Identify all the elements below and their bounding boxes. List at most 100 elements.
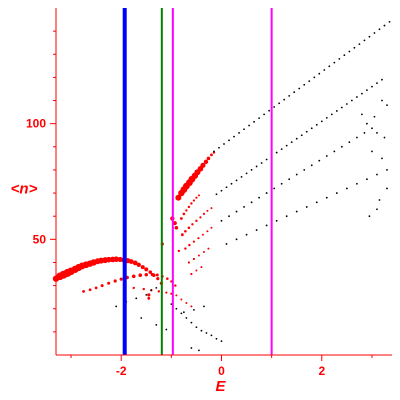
black-data-point (373, 32, 376, 34)
black-data-point (295, 173, 298, 176)
red-data-point (105, 256, 112, 263)
red-data-point (174, 284, 177, 287)
black-data-point (333, 61, 336, 64)
red-data-point (184, 229, 187, 233)
black-data-point (248, 124, 250, 127)
black-data-point (345, 103, 348, 105)
black-data-point (313, 76, 316, 79)
black-data-point (348, 141, 351, 144)
red-data-point (197, 194, 200, 197)
black-data-point (376, 132, 378, 134)
red-data-point (197, 254, 200, 257)
red-data-point (187, 261, 190, 264)
red-points-group (52, 151, 216, 308)
red-data-point (197, 237, 200, 240)
black-data-point (356, 182, 358, 185)
black-data-point (220, 219, 223, 222)
black-data-point (386, 187, 388, 190)
black-data-point (305, 206, 308, 208)
black-data-point (318, 159, 321, 162)
black-data-point (250, 169, 253, 171)
black-data-point (298, 87, 301, 90)
black-data-point (140, 317, 143, 319)
black-data-point (203, 305, 205, 308)
black-data-point (155, 287, 158, 289)
black-data-point (345, 187, 348, 190)
red-data-point (184, 247, 187, 250)
black-data-point (381, 99, 383, 102)
red-data-point (210, 226, 213, 229)
black-data-point (235, 238, 238, 241)
red-data-point (132, 260, 138, 266)
red-data-point (207, 247, 210, 250)
black-data-point (228, 139, 230, 142)
black-data-point (265, 192, 268, 194)
black-data-point (205, 332, 208, 334)
black-data-point (265, 224, 268, 227)
black-data-point (368, 35, 371, 38)
black-data-point (371, 150, 373, 153)
red-data-point (113, 256, 119, 263)
black-data-point (115, 305, 118, 308)
black-data-point (265, 158, 268, 161)
red-data-point (148, 270, 153, 274)
black-data-point (381, 78, 383, 81)
black-data-point (285, 215, 288, 218)
black-data-point (198, 349, 200, 352)
black-data-point (165, 328, 168, 331)
black-data-point (243, 206, 245, 208)
y-tick-label: 50 (33, 232, 47, 246)
black-data-point (255, 165, 258, 168)
red-data-point (206, 209, 209, 212)
black-data-point (245, 233, 248, 236)
red-data-point (179, 217, 183, 220)
black-data-point (363, 132, 366, 134)
black-data-point (378, 28, 381, 31)
red-data-point (165, 291, 168, 294)
black-data-point (338, 57, 341, 60)
red-data-point (136, 262, 141, 267)
black-data-point (325, 155, 328, 157)
black-data-point (258, 117, 260, 120)
black-data-point (366, 89, 368, 92)
black-data-point (386, 104, 388, 107)
red-data-point (202, 212, 206, 215)
black-data-point (260, 162, 263, 164)
red-data-point (155, 273, 159, 277)
red-data-point (175, 194, 182, 201)
black-data-point (243, 128, 245, 131)
red-data-point (206, 230, 209, 233)
black-data-point (366, 122, 368, 125)
black-data-point (328, 65, 331, 68)
black-data-point (350, 99, 353, 102)
black-data-point (225, 186, 228, 189)
black-data-point (383, 24, 386, 27)
black-data-point (245, 172, 248, 175)
black-data-point (305, 130, 308, 133)
red-data-point (192, 257, 196, 261)
black-data-point (386, 169, 388, 171)
black-data-point (223, 143, 225, 145)
black-data-point (308, 80, 311, 82)
black-data-point (340, 145, 343, 148)
vertical-lines-group (122, 8, 273, 355)
red-data-point (190, 272, 193, 276)
x-axis-label: E (215, 378, 226, 395)
ticks-group: -2 0 2 50 100 (26, 30, 373, 378)
black-data-point (353, 46, 356, 49)
black-data-point (378, 199, 381, 201)
black-data-point (170, 303, 173, 306)
black-data-point (330, 113, 333, 116)
black-data-point (356, 136, 358, 139)
black-data-point (371, 85, 373, 88)
black-data-point (356, 96, 358, 98)
black-data-point (310, 164, 313, 167)
black-data-point (273, 187, 276, 190)
black-data-point (288, 95, 291, 97)
black-data-point (283, 98, 286, 101)
black-data-point (323, 69, 326, 71)
red-data-point (180, 298, 183, 301)
red-data-point (200, 266, 203, 269)
